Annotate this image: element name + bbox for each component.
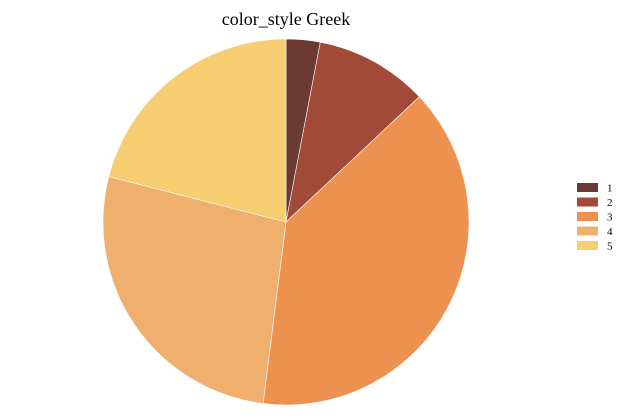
legend-label-2: 2: [607, 197, 613, 209]
legend: 1 2 3 4 5: [577, 183, 613, 253]
pie-slice-4: [102, 176, 287, 404]
legend-label-3: 3: [607, 212, 613, 224]
legend-label-4: 4: [607, 226, 613, 238]
pie-slice-5: [108, 38, 287, 223]
legend-label-5: 5: [607, 241, 613, 253]
legend-swatch-4: [577, 226, 598, 236]
legend-swatch-5: [577, 241, 598, 250]
pie-slice-3: [262, 96, 470, 406]
legend-swatch-3: [577, 212, 598, 221]
chart-title: color_style Greek: [222, 9, 350, 29]
legend-swatch-1: [577, 183, 598, 192]
pie-slice-2: [285, 41, 420, 223]
legend-label-1: 1: [607, 183, 613, 195]
pie-slices: [102, 38, 470, 406]
legend-swatch-2: [577, 197, 598, 207]
